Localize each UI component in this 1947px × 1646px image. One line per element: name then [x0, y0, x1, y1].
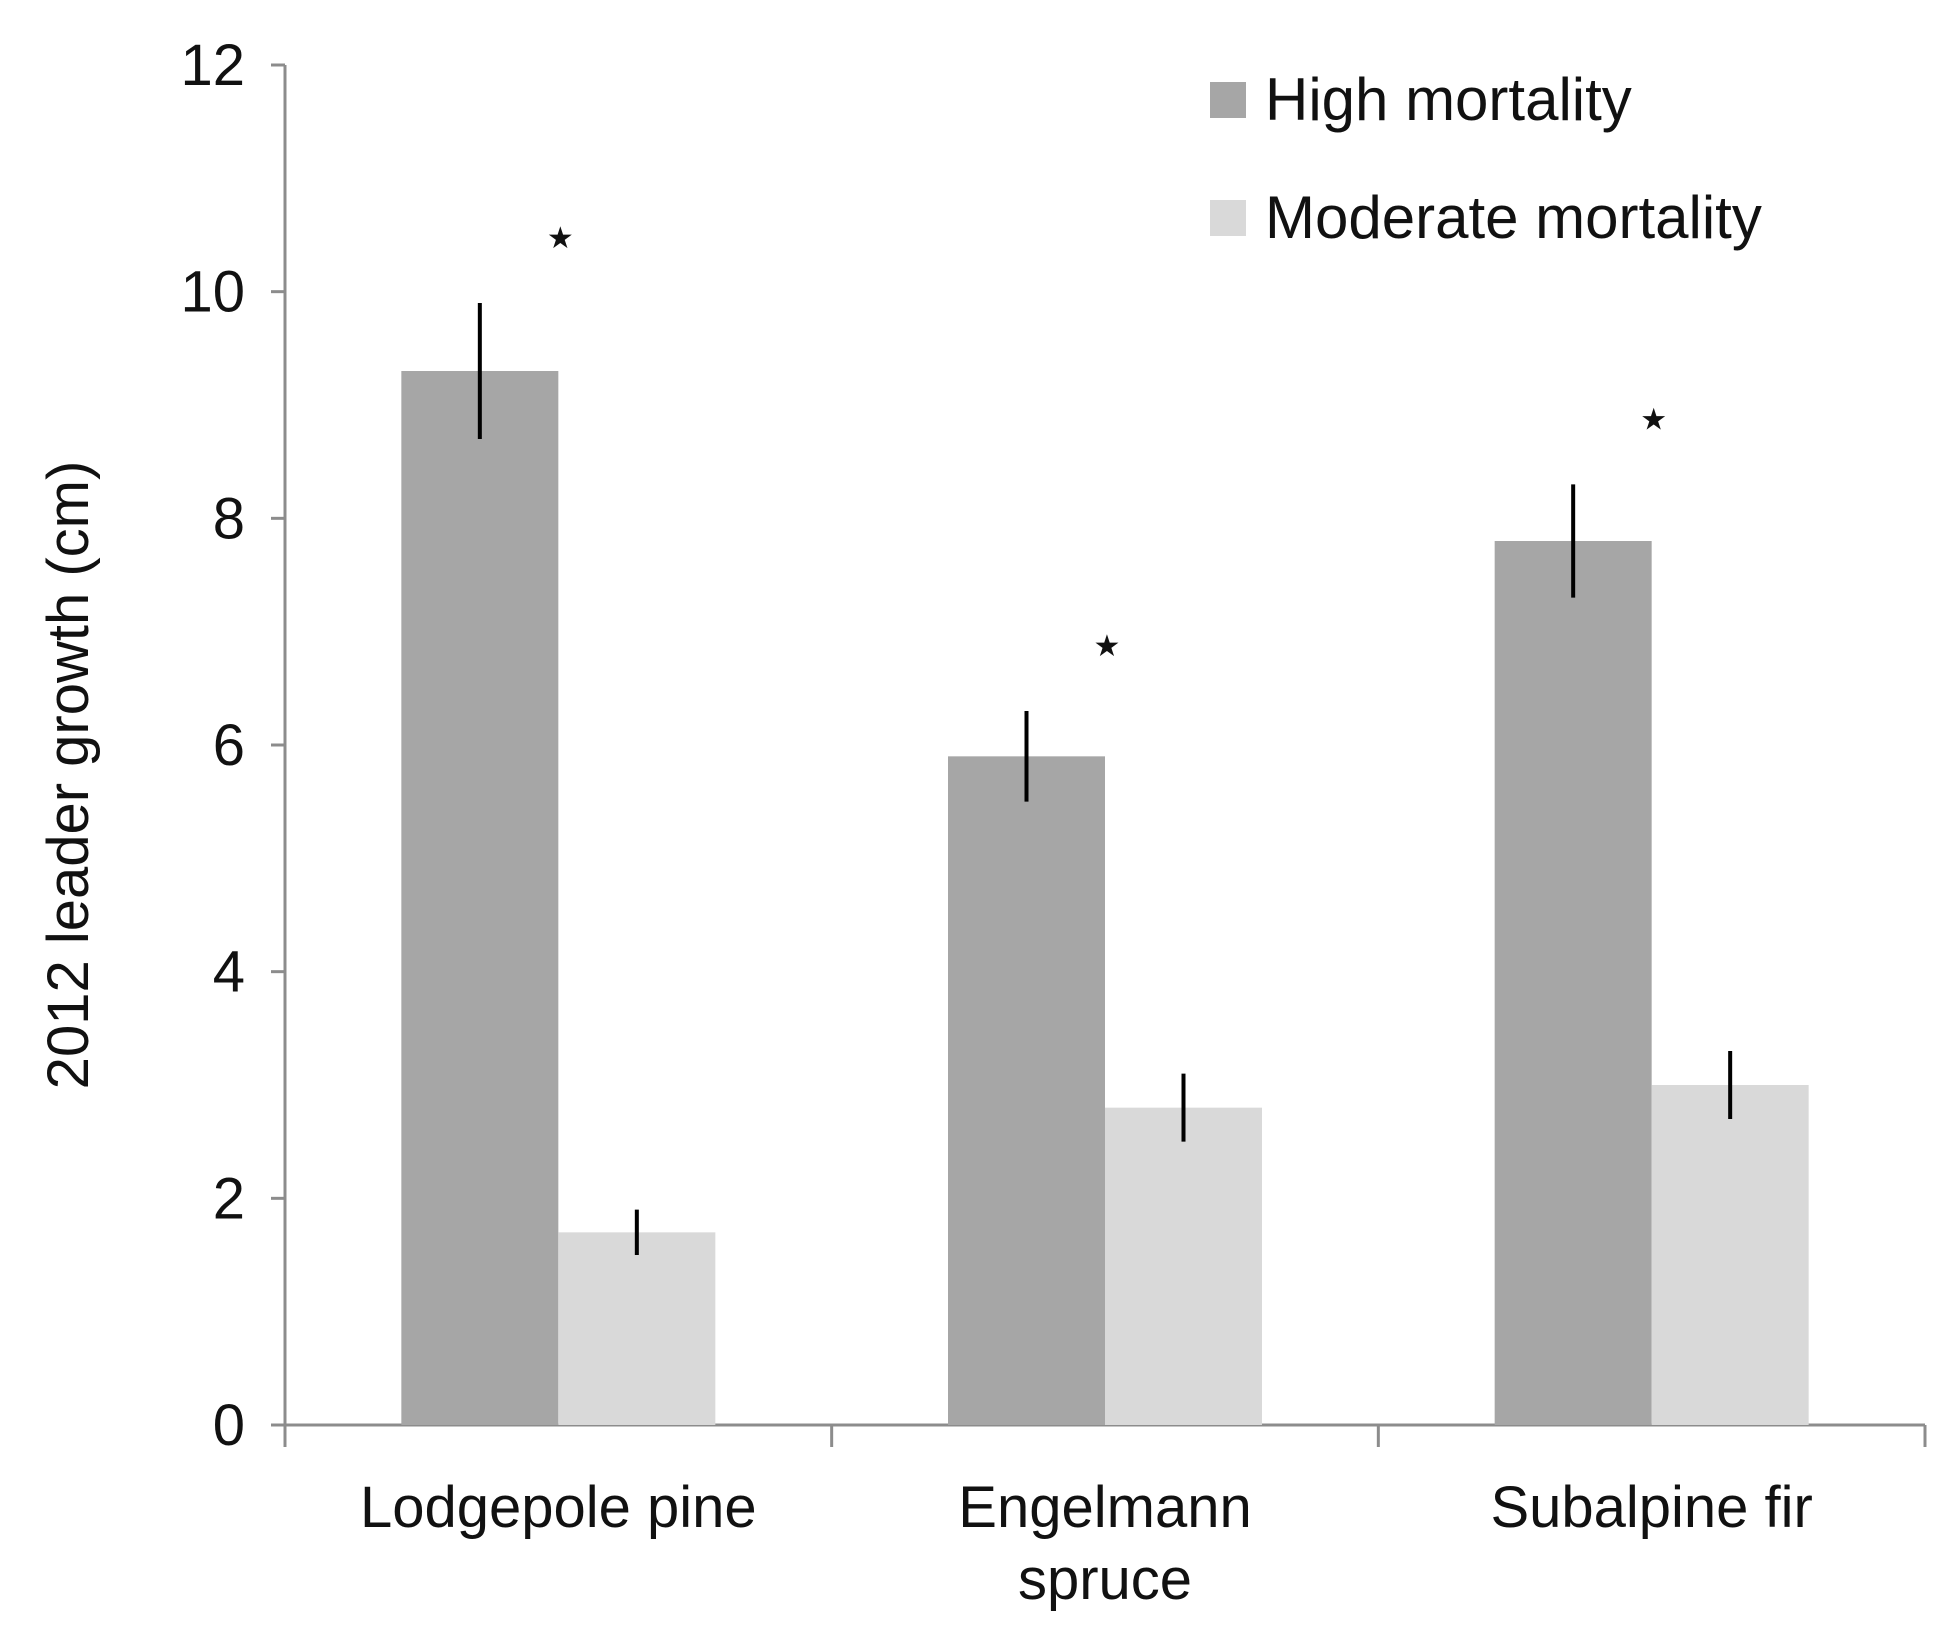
- significance-star: ★: [1640, 402, 1667, 437]
- bar-moderate-mortality: [1651, 1085, 1809, 1425]
- significance-star: ★: [547, 221, 574, 256]
- significance-star: ★: [1094, 629, 1121, 664]
- legend-label: High mortality: [1265, 66, 1632, 133]
- x-category-label: Engelmann: [958, 1475, 1251, 1540]
- y-tick-label: 0: [213, 1393, 245, 1458]
- legend-label: Moderate mortality: [1265, 184, 1762, 251]
- y-tick-label: 10: [180, 260, 245, 325]
- y-tick-label: 6: [213, 713, 245, 778]
- y-tick-label: 8: [213, 486, 245, 551]
- bar-moderate-mortality: [1105, 1107, 1262, 1425]
- y-axis-label: 2012 leader growth (cm): [36, 461, 101, 1090]
- y-tick-label: 2: [213, 1166, 245, 1231]
- bar-moderate-mortality: [558, 1232, 716, 1425]
- y-tick-label: 4: [213, 940, 245, 1005]
- legend-swatch-high: [1210, 82, 1246, 118]
- bar-high-mortality: [401, 371, 559, 1425]
- bar-high-mortality: [1494, 541, 1652, 1425]
- x-category-label: Lodgepole pine: [360, 1475, 757, 1540]
- bar-high-mortality: [948, 756, 1105, 1425]
- x-category-label: Subalpine fir: [1490, 1475, 1812, 1540]
- x-category-label: spruce: [1018, 1547, 1192, 1612]
- y-tick-label: 12: [180, 33, 245, 98]
- legend-swatch-moderate: [1210, 200, 1246, 236]
